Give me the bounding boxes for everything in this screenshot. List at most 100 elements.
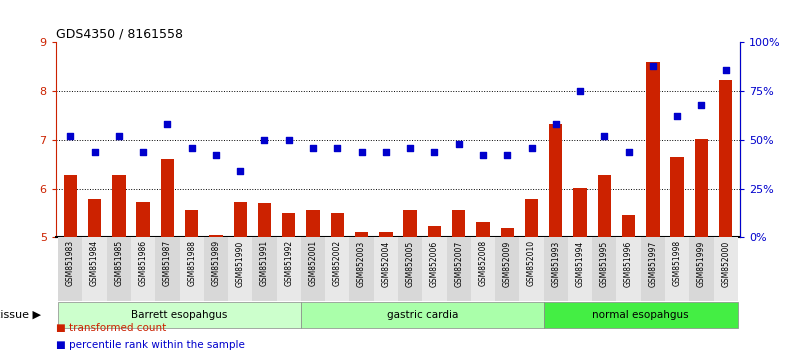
Text: GSM851989: GSM851989 — [212, 240, 220, 286]
Text: GSM852007: GSM852007 — [455, 240, 463, 287]
Bar — [525, 199, 538, 237]
Bar — [180, 237, 204, 301]
Bar — [447, 237, 470, 301]
Bar — [689, 237, 713, 301]
Point — [646, 63, 659, 69]
Text: GSM851994: GSM851994 — [576, 240, 584, 287]
Bar — [252, 237, 277, 301]
Bar — [136, 202, 150, 237]
Bar — [83, 237, 107, 301]
Text: GSM851997: GSM851997 — [649, 240, 657, 287]
Bar — [185, 210, 198, 237]
Text: GSM851983: GSM851983 — [66, 240, 75, 286]
Bar — [131, 237, 155, 301]
Text: GSM851984: GSM851984 — [90, 240, 99, 286]
Bar — [495, 237, 519, 301]
Bar — [670, 157, 684, 237]
Text: GDS4350 / 8161558: GDS4350 / 8161558 — [56, 28, 183, 41]
Bar — [306, 210, 320, 237]
Bar — [452, 210, 466, 237]
Point — [112, 133, 125, 139]
Bar — [88, 199, 101, 237]
Bar — [233, 202, 247, 237]
Bar — [161, 159, 174, 237]
Bar — [277, 237, 301, 301]
Bar — [58, 237, 83, 301]
Bar — [713, 237, 738, 301]
Bar — [330, 213, 344, 237]
Bar — [326, 237, 349, 301]
Bar — [404, 210, 417, 237]
Text: ■ percentile rank within the sample: ■ percentile rank within the sample — [56, 341, 244, 350]
Point — [452, 141, 465, 147]
Text: GSM852001: GSM852001 — [309, 240, 318, 286]
Bar — [665, 237, 689, 301]
Point — [598, 133, 611, 139]
Bar — [695, 139, 708, 237]
Bar — [379, 232, 392, 237]
Bar — [228, 237, 252, 301]
Bar — [112, 175, 126, 237]
Bar — [646, 62, 660, 237]
Text: GSM851995: GSM851995 — [600, 240, 609, 287]
Point — [622, 149, 635, 154]
Point — [671, 114, 684, 119]
Bar — [598, 175, 611, 237]
Bar — [374, 237, 398, 301]
Text: Barrett esopahgus: Barrett esopahgus — [131, 310, 228, 320]
Bar — [64, 175, 77, 237]
Text: GSM851986: GSM851986 — [139, 240, 147, 286]
Point — [574, 88, 587, 94]
Point — [501, 153, 513, 158]
Point — [258, 137, 271, 143]
Text: GSM852003: GSM852003 — [357, 240, 366, 287]
Text: GSM852008: GSM852008 — [478, 240, 487, 286]
Point — [306, 145, 319, 150]
Bar — [209, 235, 223, 237]
Bar — [301, 302, 544, 328]
Bar — [422, 237, 447, 301]
Text: GSM851985: GSM851985 — [115, 240, 123, 286]
Bar — [476, 222, 490, 237]
Bar — [349, 237, 374, 301]
Point — [380, 149, 392, 154]
Text: GSM852006: GSM852006 — [430, 240, 439, 287]
Point — [525, 145, 538, 150]
Point — [283, 137, 295, 143]
Text: GSM851996: GSM851996 — [624, 240, 633, 287]
Text: tissue ▶: tissue ▶ — [0, 310, 41, 320]
Bar — [427, 227, 441, 237]
Bar — [641, 237, 665, 301]
Bar — [398, 237, 422, 301]
Bar — [501, 228, 514, 237]
Point — [185, 145, 198, 150]
Bar — [155, 237, 180, 301]
Text: GSM851999: GSM851999 — [697, 240, 706, 287]
Bar — [592, 237, 616, 301]
Bar — [204, 237, 228, 301]
Text: GSM851990: GSM851990 — [236, 240, 244, 287]
Point — [404, 145, 416, 150]
Text: GSM851988: GSM851988 — [187, 240, 196, 286]
Point — [209, 153, 222, 158]
Point — [695, 102, 708, 108]
Bar — [573, 188, 587, 237]
Text: GSM851998: GSM851998 — [673, 240, 681, 286]
Point — [355, 149, 368, 154]
Point — [234, 168, 247, 174]
Text: GSM852002: GSM852002 — [333, 240, 341, 286]
Bar — [258, 203, 271, 237]
Bar — [568, 237, 592, 301]
Text: GSM851992: GSM851992 — [284, 240, 293, 286]
Bar — [301, 237, 326, 301]
Bar — [470, 237, 495, 301]
Text: GSM851991: GSM851991 — [260, 240, 269, 286]
Bar — [549, 124, 563, 237]
Bar — [616, 237, 641, 301]
Text: ■ transformed count: ■ transformed count — [56, 323, 166, 333]
Text: GSM851987: GSM851987 — [163, 240, 172, 286]
Text: GSM852010: GSM852010 — [527, 240, 536, 286]
Text: GSM852004: GSM852004 — [381, 240, 390, 287]
Bar — [544, 237, 568, 301]
Bar — [355, 232, 369, 237]
